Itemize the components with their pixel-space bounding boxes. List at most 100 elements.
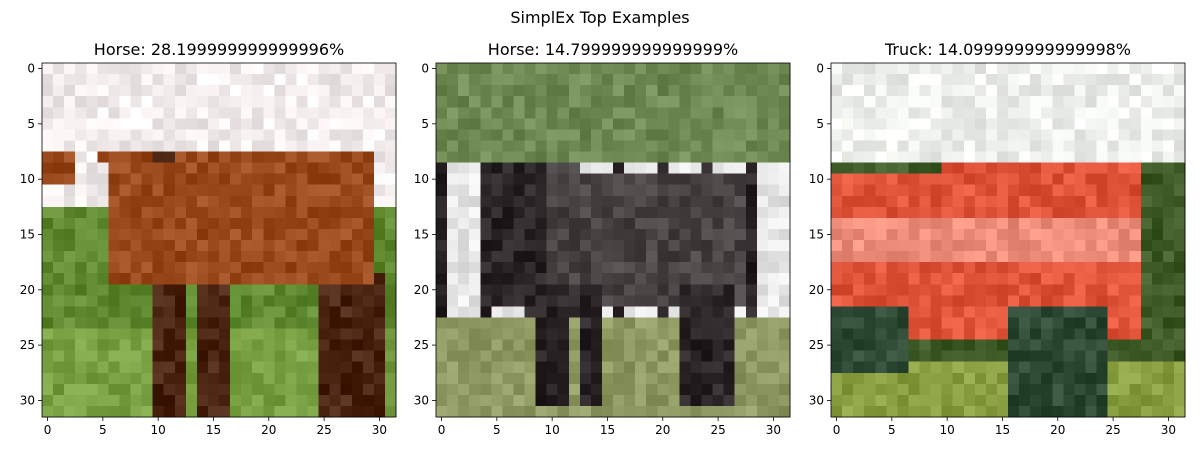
image-pixel — [1140, 306, 1153, 318]
image-pixel — [97, 306, 109, 318]
image-pixel — [174, 394, 187, 407]
image-pixel — [1173, 140, 1186, 152]
image-pixel — [535, 306, 548, 318]
image-pixel — [875, 140, 887, 152]
image-pixel — [1173, 317, 1186, 329]
image-pixel — [108, 295, 120, 307]
image-pixel — [1151, 383, 1164, 396]
image-pixel — [701, 284, 713, 296]
image-pixel — [590, 306, 603, 318]
image-pixel — [1008, 328, 1020, 340]
image-pixel — [274, 284, 286, 296]
image-pixel — [767, 85, 780, 97]
image-pixel — [351, 173, 364, 186]
image-pixel — [579, 173, 592, 186]
image-pixel — [723, 173, 736, 186]
image-pixel — [1041, 372, 1053, 385]
image-pixel — [86, 405, 98, 418]
image-pixel — [480, 173, 492, 186]
image-pixel — [329, 173, 342, 186]
image-pixel — [535, 328, 548, 340]
image-pixel — [767, 162, 780, 175]
image-pixel — [86, 74, 98, 86]
image-pixel — [723, 372, 736, 385]
image-pixel — [974, 206, 987, 219]
image-pixel — [756, 206, 769, 219]
image-pixel — [690, 129, 702, 141]
image-pixel — [557, 228, 570, 241]
image-pixel — [767, 405, 780, 418]
image-pixel — [756, 372, 769, 385]
image-pixel — [974, 195, 987, 208]
image-pixel — [207, 162, 220, 175]
image-pixel — [263, 151, 275, 163]
image-pixel — [196, 328, 209, 340]
image-pixel — [886, 383, 898, 396]
image-pixel — [1129, 129, 1142, 141]
image-pixel — [778, 273, 791, 285]
image-pixel — [778, 217, 791, 230]
image-pixel — [1162, 206, 1175, 219]
image-pixel — [535, 295, 548, 307]
image-pixel — [458, 140, 470, 152]
image-pixel — [53, 107, 65, 119]
image-pixel — [875, 328, 887, 340]
image-pixel — [657, 140, 669, 152]
image-pixel — [285, 228, 297, 241]
image-pixel — [252, 184, 264, 197]
image-pixel — [97, 85, 109, 97]
image-pixel — [919, 184, 931, 197]
image-pixel — [1151, 217, 1164, 230]
image-pixel — [296, 195, 308, 208]
image-pixel — [701, 240, 713, 252]
image-pixel — [996, 251, 1009, 263]
image-pixel — [778, 361, 791, 374]
image-pixel — [502, 206, 514, 219]
image-pixel — [546, 394, 559, 407]
image-pixel — [1041, 129, 1053, 141]
image-pixel — [886, 118, 898, 130]
image-pixel — [362, 361, 375, 374]
image-pixel — [130, 195, 142, 208]
image-pixel — [679, 173, 691, 186]
image-pixel — [952, 284, 965, 296]
image-pixel — [362, 284, 375, 296]
image-pixel — [831, 173, 843, 186]
image-pixel — [1118, 85, 1131, 97]
image-pixel — [351, 251, 364, 263]
image-pixel — [384, 195, 397, 208]
image-pixel — [601, 107, 614, 119]
image-pixel — [756, 107, 769, 119]
image-pixel — [185, 151, 198, 163]
image-pixel — [130, 317, 142, 329]
image-pixel — [436, 328, 448, 340]
image-pixel — [480, 383, 492, 396]
image-pixel — [1052, 217, 1064, 230]
image-pixel — [546, 306, 559, 318]
image-pixel — [546, 228, 559, 241]
image-pixel — [831, 328, 843, 340]
image-pixel — [524, 262, 536, 274]
image-pixel — [274, 295, 286, 307]
image-pixel — [546, 217, 559, 230]
image-pixel — [635, 383, 647, 396]
image-pixel — [1085, 140, 1097, 152]
image-pixel — [340, 228, 353, 241]
image-pixel — [174, 273, 187, 285]
image-pixel — [590, 240, 603, 252]
image-pixel — [941, 118, 954, 130]
image-pixel — [963, 228, 976, 241]
image-pixel — [75, 251, 87, 263]
image-pixel — [1085, 361, 1097, 374]
image-pixel — [1030, 240, 1042, 252]
image-pixel — [119, 394, 131, 407]
image-pixel — [351, 361, 364, 374]
image-pixel — [723, 162, 736, 175]
image-pixel — [163, 372, 176, 385]
image-pixel — [723, 339, 736, 352]
image-pixel — [919, 372, 931, 385]
image-pixel — [546, 383, 559, 396]
image-pixel — [952, 162, 965, 175]
image-pixel — [230, 195, 242, 208]
image-pixel — [535, 162, 548, 175]
